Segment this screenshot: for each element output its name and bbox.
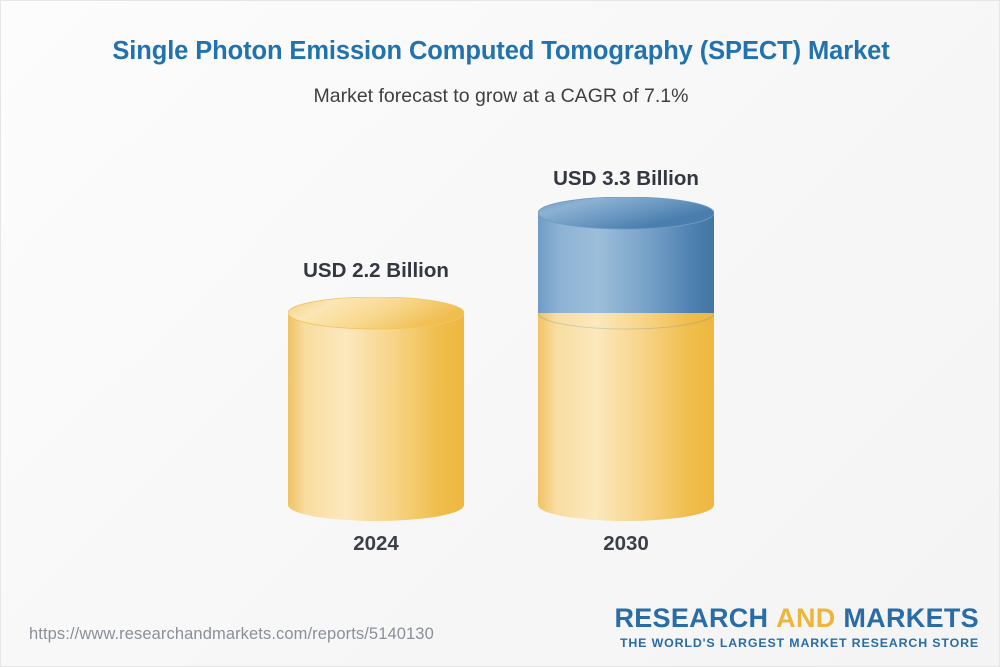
bar-cylinder-2030 bbox=[538, 197, 714, 521]
bar-category-label-2030: 2030 bbox=[603, 532, 649, 555]
cylinder-2030-graphic bbox=[538, 197, 714, 521]
brand-word-and: AND bbox=[776, 602, 836, 633]
chart-subtitle: Market forecast to grow at a CAGR of 7.1… bbox=[313, 85, 689, 108]
brand-logo[interactable]: RESEARCH AND MARKETS THE WORLD'S LARGEST… bbox=[614, 602, 979, 650]
cylinder-2024-graphic bbox=[288, 297, 464, 521]
bar-group-2024: USD 2.2 Billion bbox=[261, 1, 491, 666]
footer: https://www.researchandmarkets.com/repor… bbox=[1, 594, 999, 666]
brand-tagline: THE WORLD'S LARGEST MARKET RESEARCH STOR… bbox=[619, 635, 979, 650]
brand-logo-name: RESEARCH AND MARKETS bbox=[614, 602, 979, 633]
source-url-link[interactable]: https://www.researchandmarkets.com/repor… bbox=[29, 625, 434, 643]
bar-value-label-2024: USD 2.2 Billion bbox=[303, 259, 449, 282]
bar-category-label-2024: 2024 bbox=[353, 532, 399, 555]
page-title: Single Photon Emission Computed Tomograp… bbox=[112, 37, 890, 65]
bar-group-2030: USD 3.3 Billion bbox=[511, 1, 741, 666]
brand-word-markets: MARKETS bbox=[843, 602, 979, 633]
bar-value-label-2030: USD 3.3 Billion bbox=[553, 167, 699, 190]
bar-cylinder-2024 bbox=[288, 297, 464, 521]
brand-word-research: RESEARCH bbox=[614, 602, 769, 633]
header: Single Photon Emission Computed Tomograp… bbox=[1, 37, 999, 108]
